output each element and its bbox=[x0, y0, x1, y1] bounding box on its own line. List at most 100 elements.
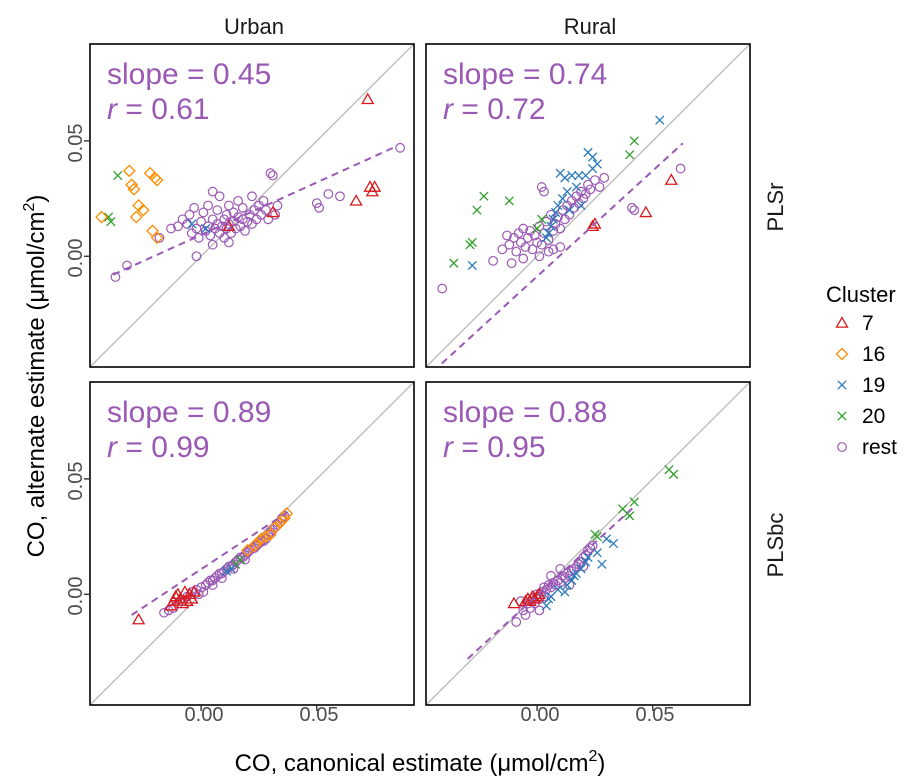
point-rest bbox=[553, 212, 563, 222]
column-label-rural: Rural bbox=[564, 14, 617, 39]
point-rest bbox=[267, 170, 278, 181]
point-rest bbox=[191, 251, 202, 262]
point-cluster-16 bbox=[122, 164, 136, 178]
point-rest bbox=[242, 216, 253, 227]
column-label-urban: Urban bbox=[224, 14, 284, 39]
legend-label: 20 bbox=[862, 405, 885, 428]
point-rest bbox=[223, 200, 234, 211]
point-cluster-19 bbox=[587, 163, 598, 174]
point-rest bbox=[247, 191, 257, 202]
y-tick-label: 0.00 bbox=[65, 239, 87, 278]
point-rest bbox=[196, 582, 206, 593]
point-rest bbox=[237, 202, 248, 213]
point-rest bbox=[518, 253, 529, 264]
point-cluster-7 bbox=[131, 612, 146, 625]
legend-key-19 bbox=[837, 380, 847, 390]
point-rest bbox=[323, 189, 334, 199]
legend-entry: 16 bbox=[835, 343, 885, 366]
point-rest bbox=[585, 184, 596, 195]
point-rest bbox=[207, 239, 218, 250]
point-rest bbox=[546, 570, 556, 581]
point-cluster-19 bbox=[564, 205, 575, 215]
point-rest bbox=[240, 225, 250, 236]
slope-annotation: slope = 0.89 bbox=[107, 396, 271, 429]
correlation-annotation: r = 0.99 bbox=[107, 431, 210, 464]
point-cluster-7 bbox=[586, 219, 600, 232]
point-rest bbox=[534, 251, 545, 262]
point-rest bbox=[311, 198, 322, 209]
legend-entry: 20 bbox=[837, 405, 885, 428]
point-cluster-16 bbox=[247, 539, 261, 553]
point-cluster-20 bbox=[624, 150, 635, 160]
point-rest bbox=[223, 237, 234, 248]
point-rest bbox=[193, 589, 204, 600]
point-rest bbox=[173, 221, 183, 232]
legend-key-7 bbox=[835, 316, 849, 328]
identity-line bbox=[426, 44, 750, 367]
point-rest bbox=[627, 202, 637, 213]
point-rest bbox=[539, 582, 549, 593]
slope-annotation: slope = 0.88 bbox=[443, 396, 607, 429]
point-rest bbox=[543, 246, 554, 257]
point-rest bbox=[520, 610, 531, 620]
point-rest bbox=[532, 237, 542, 248]
point-cluster-16 bbox=[150, 173, 164, 187]
point-cluster-19 bbox=[562, 186, 572, 197]
point-cluster-7 bbox=[266, 205, 280, 218]
column-strip-labels: Urban Rural bbox=[224, 14, 616, 39]
point-rest bbox=[536, 239, 547, 250]
x-tick-label: 0.05 bbox=[300, 704, 339, 726]
point-rest bbox=[536, 182, 547, 192]
point-rest bbox=[205, 230, 216, 241]
point-rest bbox=[203, 577, 213, 588]
point-cluster-7 bbox=[639, 205, 653, 218]
point-rest bbox=[585, 543, 596, 554]
point-rest bbox=[587, 540, 598, 551]
point-rest bbox=[546, 209, 556, 220]
point-cluster-19 bbox=[576, 564, 586, 574]
legend-key-rest bbox=[837, 442, 847, 452]
point-rest bbox=[437, 283, 448, 294]
point-cluster-19 bbox=[583, 552, 593, 563]
correlation-annotation: r = 0.72 bbox=[443, 93, 546, 126]
regression-line bbox=[131, 510, 290, 616]
point-cluster-20 bbox=[465, 240, 475, 250]
point-rest bbox=[511, 617, 522, 627]
point-rest bbox=[207, 580, 218, 590]
point-rest bbox=[198, 207, 209, 218]
point-cluster-20 bbox=[449, 258, 459, 268]
point-rest bbox=[198, 587, 209, 597]
y-axis-title: CO, alternate estimate (μmol/cm2) bbox=[21, 195, 50, 558]
point-rest bbox=[196, 216, 206, 227]
point-rest bbox=[254, 538, 264, 549]
point-cluster-19 bbox=[597, 559, 607, 569]
point-rest bbox=[506, 258, 517, 269]
point-cluster-16 bbox=[250, 537, 264, 550]
point-rest bbox=[548, 244, 559, 255]
legend-entry: 19 bbox=[837, 374, 885, 397]
point-cluster-16 bbox=[136, 203, 150, 217]
axis-ticks bbox=[84, 140, 654, 711]
point-cluster-19 bbox=[555, 168, 565, 178]
point-rest bbox=[511, 246, 522, 257]
panel-border bbox=[89, 381, 415, 706]
point-rest bbox=[233, 554, 244, 565]
point-cluster-19 bbox=[567, 170, 577, 181]
point-rest bbox=[258, 195, 269, 206]
point-cluster-20 bbox=[106, 216, 116, 227]
point-rest bbox=[548, 225, 559, 236]
point-cluster-7 bbox=[185, 592, 199, 604]
x-tick-labels: 0.00 0.05 0.00 0.05 bbox=[185, 704, 675, 726]
point-cluster-19 bbox=[571, 182, 582, 192]
point-cluster-19 bbox=[548, 214, 558, 225]
point-rest bbox=[207, 186, 218, 197]
point-cluster-16 bbox=[129, 210, 143, 224]
legend-entry: rest bbox=[837, 436, 897, 459]
point-rest bbox=[260, 205, 271, 216]
panel-border bbox=[425, 381, 751, 706]
point-rest bbox=[335, 191, 345, 202]
point-cluster-19 bbox=[560, 587, 570, 597]
point-rest bbox=[265, 168, 276, 179]
legend-title: Cluster bbox=[826, 282, 896, 307]
point-rest bbox=[522, 232, 533, 243]
